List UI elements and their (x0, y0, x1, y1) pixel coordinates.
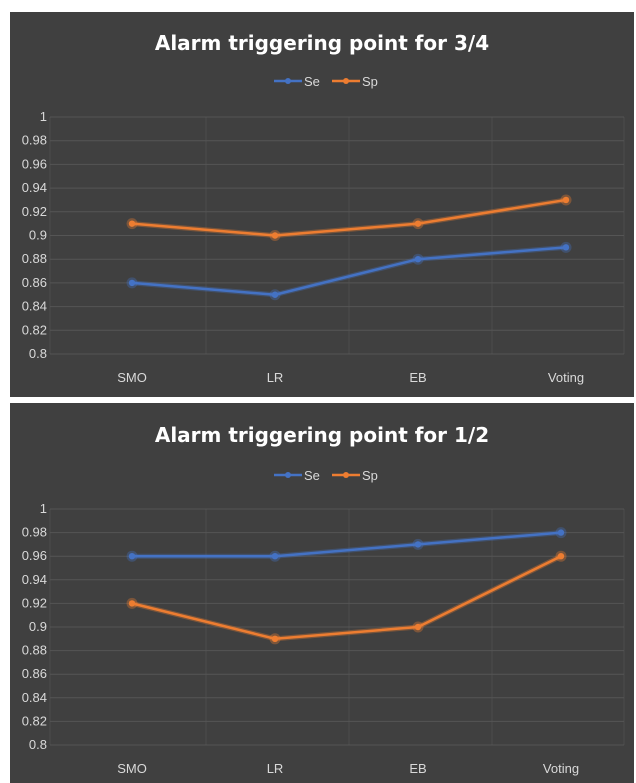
x-tick-label: Voting (543, 761, 579, 776)
chart-panel-top: Alarm triggering point for 3/4 Se Sp 1 0.… (10, 12, 634, 397)
y-tick-label: 0.8 (29, 737, 47, 752)
chart-top: Alarm triggering point for 3/4 Se Sp 1 0.… (22, 31, 625, 385)
series-line-se (131, 246, 567, 296)
data-point (557, 529, 565, 536)
plot-area: 1 0.98 0.96 0.94 0.92 0.9 0.88 0.86 0.84 0.82 0.8 S… (22, 501, 625, 776)
data-point (557, 553, 565, 560)
x-tick-label: SMO (117, 370, 147, 385)
x-tick-label: LR (267, 370, 284, 385)
chart-bottom: Alarm triggering point for 1/2 Se Sp 1 0.… (22, 423, 625, 776)
x-tick-label: SMO (117, 761, 147, 776)
y-tick-label: 0.88 (22, 251, 47, 266)
y-tick-label: 0.92 (22, 595, 47, 610)
plot-area: 1 0.98 0.96 0.94 0.92 0.9 0.88 0.86 0.84 0.82 0.8 S… (22, 109, 625, 385)
legend-label-se: Se (304, 468, 320, 483)
chart-title: Alarm triggering point for 1/2 (155, 423, 489, 447)
y-tick-label: 0.86 (22, 666, 47, 681)
y-tick-label: 1 (40, 501, 47, 516)
y-tick-label: 0.98 (22, 133, 47, 148)
data-point (414, 220, 422, 227)
series-line-sp (131, 555, 562, 641)
data-point (271, 553, 279, 560)
y-tick-label: 0.84 (22, 299, 47, 314)
legend-marker-se (285, 472, 291, 478)
legend-marker-se (285, 78, 291, 84)
legend-label-sp: Sp (362, 74, 378, 89)
data-point (562, 196, 570, 204)
y-tick-label: 0.88 (22, 643, 47, 658)
y-tick-label: 0.82 (22, 713, 47, 728)
y-tick-label: 0.8 (29, 346, 47, 361)
y-tick-label: 0.82 (22, 322, 47, 337)
data-point (128, 600, 136, 607)
y-tick-label: 0.94 (22, 180, 47, 195)
y-tick-label: 0.98 (22, 525, 47, 540)
legend: Se Sp (274, 74, 378, 89)
y-tick-label: 0.96 (22, 548, 47, 563)
data-point (562, 244, 570, 251)
data-point (128, 279, 136, 287)
x-tick-label: LR (267, 761, 284, 776)
y-tick-label: 1 (40, 109, 47, 124)
data-point (128, 220, 136, 227)
data-point (271, 635, 279, 642)
data-point (271, 232, 279, 239)
data-point (271, 291, 279, 298)
y-tick-label: 0.9 (29, 228, 47, 243)
data-point (128, 553, 136, 560)
data-point (414, 623, 422, 631)
data-point (414, 256, 422, 263)
chart-panel-bottom: Alarm triggering point for 1/2 Se Sp 1 0.… (10, 403, 634, 783)
y-tick-label: 0.92 (22, 204, 47, 219)
chart-title: Alarm triggering point for 3/4 (155, 31, 489, 55)
y-tick-label: 0.86 (22, 275, 47, 290)
x-tick-label: EB (409, 761, 426, 776)
legend-label-sp: Sp (362, 468, 378, 483)
x-tick-label: Voting (548, 370, 584, 385)
legend-marker-sp (343, 472, 349, 478)
series-line-sp (131, 198, 567, 237)
legend-marker-sp (343, 78, 349, 84)
x-tick-label: EB (409, 370, 426, 385)
series-glow-sp (131, 553, 563, 642)
data-point (414, 541, 422, 548)
y-tick-label: 0.96 (22, 156, 47, 171)
y-tick-label: 0.94 (22, 572, 47, 587)
series-glow-se (132, 530, 562, 559)
legend-label-se: Se (304, 74, 320, 89)
legend: Se Sp (274, 468, 378, 483)
y-tick-label: 0.84 (22, 690, 47, 705)
series-line-se (132, 531, 562, 558)
y-tick-label: 0.9 (29, 619, 47, 634)
